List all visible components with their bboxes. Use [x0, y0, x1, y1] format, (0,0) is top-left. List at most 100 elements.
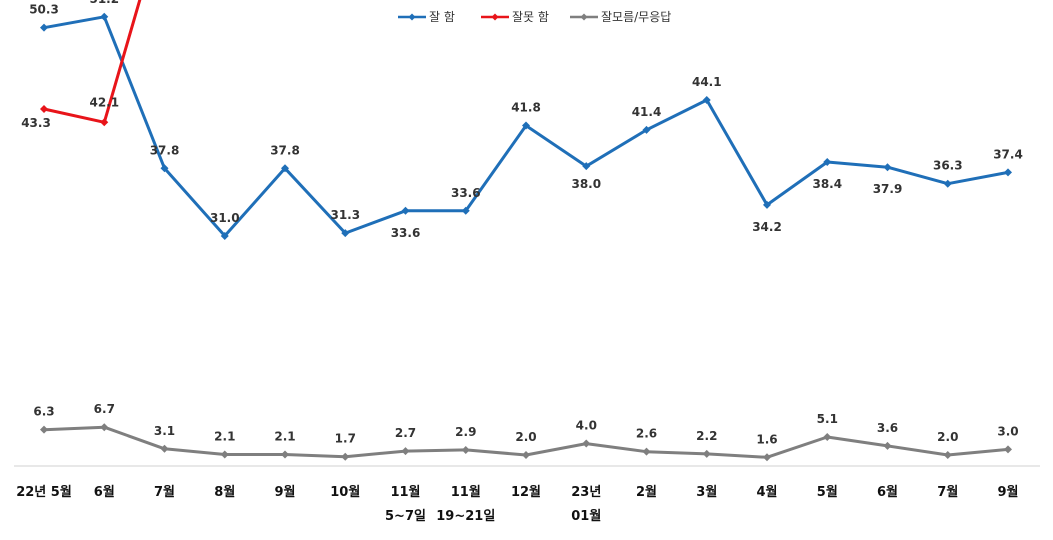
data-label: 3.6 — [877, 421, 898, 435]
data-point — [582, 162, 591, 171]
x-tick-label: 10월 — [330, 484, 360, 500]
x-tick: 23년 01월 — [571, 485, 601, 524]
data-point — [763, 453, 771, 462]
data-point — [100, 118, 109, 127]
x-tick-label: 3월 — [696, 484, 717, 500]
x-tick: 12월 — [511, 484, 541, 500]
data-point — [40, 23, 48, 32]
data-point — [943, 451, 952, 460]
data-point — [281, 450, 289, 459]
data-point — [522, 121, 530, 130]
data-label: 2.1 — [214, 430, 235, 444]
data-label: 37.9 — [873, 182, 903, 196]
plot-area: 50.3 51.2 37.8 31.0 37.8 31.3 33.6 33.6 41.8 38.0… — [21, 0, 1023, 462]
data-label: 43.3 — [21, 116, 51, 130]
data-label: 37.8 — [270, 143, 300, 157]
data-label: 2.2 — [696, 429, 717, 443]
x-tick: 6월 — [877, 484, 898, 500]
data-point — [522, 451, 530, 460]
legend-label: 잘모름/무응답 — [601, 10, 671, 24]
x-tick: 6월 — [94, 484, 115, 500]
data-point — [763, 200, 771, 209]
data-label: 37.8 — [150, 143, 180, 157]
x-tick-label: 22년 5월 — [16, 484, 72, 500]
data-point — [40, 425, 48, 434]
data-label: 4.0 — [576, 419, 597, 433]
data-point — [461, 445, 470, 454]
data-label: 44.1 — [692, 75, 722, 89]
data-label: 2.9 — [455, 425, 476, 439]
x-tick: 9월 — [274, 484, 295, 500]
legend-marker — [491, 13, 499, 21]
data-label: 6.7 — [94, 402, 115, 416]
legend-marker — [580, 13, 588, 21]
data-label: 2.0 — [937, 430, 958, 444]
x-tick: 9월 — [997, 484, 1018, 500]
x-tick: 5월 — [817, 484, 838, 500]
legend-label: 잘 함 — [429, 10, 455, 24]
data-point — [823, 433, 832, 442]
x-tick: 11월 19~21일 — [436, 484, 495, 524]
legend-item: 잘못 함 — [481, 10, 549, 24]
x-tick-label: 7월 — [937, 484, 958, 500]
data-label: 2.0 — [515, 430, 536, 444]
data-label: 37.4 — [993, 147, 1023, 161]
data-point — [642, 447, 651, 456]
x-tick-label: 12월 — [511, 484, 541, 500]
data-label: 33.6 — [391, 226, 421, 240]
x-tick-label: 4월 — [756, 484, 777, 500]
data-label: 33.6 — [451, 186, 481, 200]
data-label: 31.0 — [210, 211, 240, 225]
x-tick-label: 19~21일 — [436, 509, 495, 524]
x-tick: 10월 — [330, 484, 360, 500]
x-tick-label: 11월 — [390, 484, 420, 500]
data-point — [100, 423, 109, 432]
data-label: 5.1 — [817, 412, 838, 426]
legend-marker — [408, 13, 416, 21]
data-label: 51.2 — [89, 0, 119, 6]
data-point — [582, 439, 591, 448]
x-tick: 11월 5~7일 — [385, 484, 426, 524]
data-label: 34.2 — [752, 220, 782, 234]
x-tick: 22년 5월 — [16, 484, 72, 500]
data-label: 41.4 — [632, 105, 662, 119]
data-label: 50.3 — [29, 3, 59, 17]
x-tick-label: 01월 — [571, 508, 601, 524]
x-tick-label: 11월 — [451, 484, 481, 500]
x-tick-label: 2월 — [636, 484, 657, 500]
x-tick-label: 5월 — [817, 484, 838, 500]
data-point — [461, 206, 470, 215]
x-tick-label: 7월 — [154, 484, 175, 500]
data-point — [883, 441, 892, 450]
legend: 잘 함 잘못 함 잘모름/무응답 — [398, 10, 671, 24]
x-tick-label: 5~7일 — [385, 509, 426, 524]
data-point — [40, 104, 48, 113]
data-label: 2.6 — [636, 427, 657, 441]
x-tick: 4월 — [756, 484, 777, 500]
legend-item: 잘 함 — [398, 10, 455, 24]
data-point — [160, 164, 169, 173]
data-label: 2.1 — [274, 430, 295, 444]
data-label: 31.3 — [330, 208, 360, 222]
x-tick: 3월 — [696, 484, 717, 500]
data-point — [642, 125, 651, 134]
data-label: 1.6 — [756, 432, 777, 446]
data-point — [401, 206, 410, 215]
data-label: 1.7 — [335, 432, 356, 446]
x-tick-label: 6월 — [877, 484, 898, 500]
data-point — [341, 229, 350, 238]
data-point — [160, 444, 169, 453]
x-tick-label: 23년 — [571, 485, 601, 500]
data-point — [281, 164, 289, 173]
data-label: 6.3 — [33, 405, 54, 419]
x-tick: 8월 — [214, 484, 235, 500]
x-tick: 2월 — [636, 484, 657, 500]
x-tick-label: 9월 — [997, 484, 1018, 500]
data-point — [823, 157, 832, 166]
data-point — [702, 449, 711, 458]
data-label: 38.0 — [571, 177, 601, 191]
data-point — [1004, 445, 1012, 454]
legend-label: 잘못 함 — [512, 10, 549, 24]
